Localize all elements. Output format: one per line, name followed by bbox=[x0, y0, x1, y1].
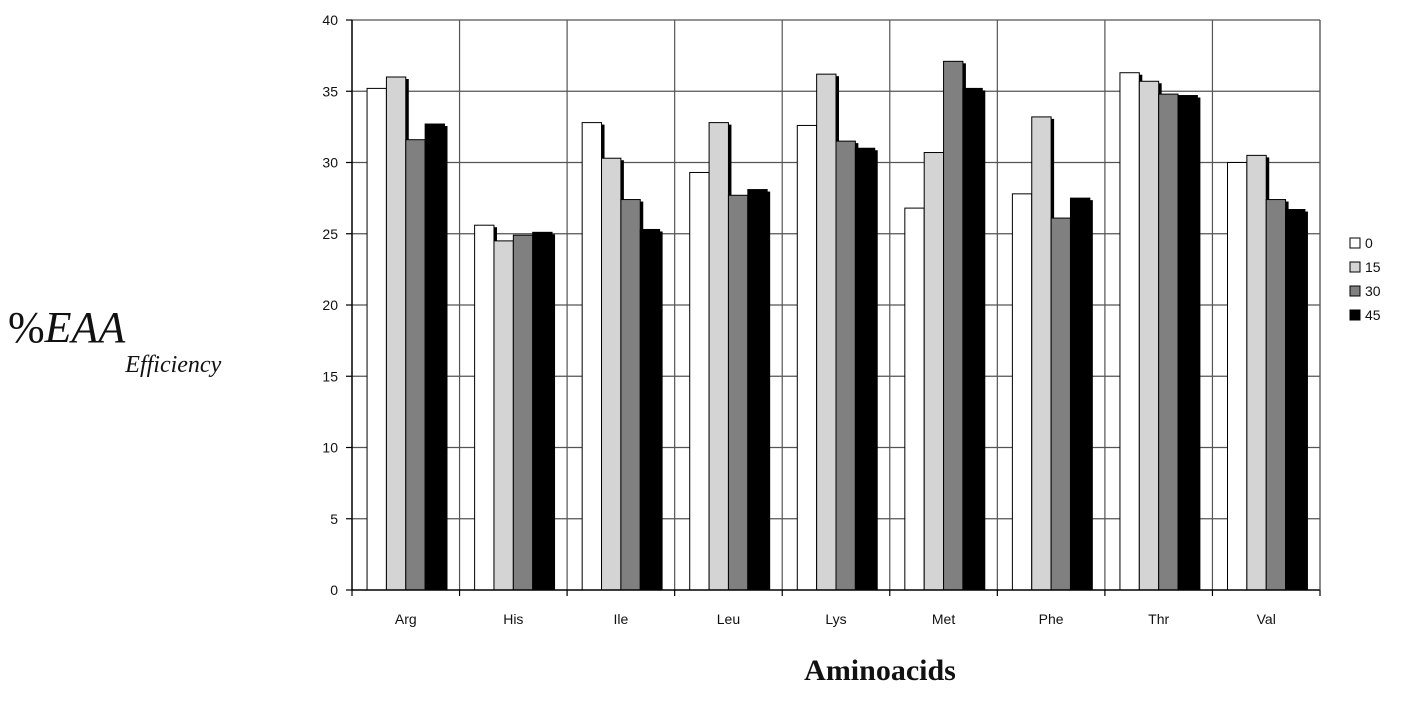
legend-label-45: 45 bbox=[1365, 307, 1381, 323]
x-tick-label-val: Val bbox=[1257, 611, 1276, 627]
legend-label-0: 0 bbox=[1365, 235, 1373, 251]
bar-thr-series-30 bbox=[1158, 93, 1179, 591]
x-tick-label-ile: Ile bbox=[613, 611, 628, 627]
x-tick-label-thr: Thr bbox=[1148, 611, 1169, 627]
x-tick-label-arg: Arg bbox=[395, 611, 417, 627]
bar-arg-series-45 bbox=[424, 123, 445, 591]
bar-val-series-15 bbox=[1246, 154, 1267, 591]
y-tick-label: 25 bbox=[322, 226, 338, 242]
x-tick-label-phe: Phe bbox=[1039, 611, 1064, 627]
y-tick-label: 30 bbox=[322, 155, 338, 171]
bar-phe-series-0 bbox=[1011, 193, 1033, 591]
bar-thr-series-15 bbox=[1138, 80, 1160, 591]
bar-val-series-0 bbox=[1227, 162, 1248, 591]
legend: 0 15 30 45 bbox=[1347, 230, 1395, 330]
y-tick-label: 15 bbox=[322, 368, 338, 384]
x-tick-label-his: His bbox=[503, 611, 523, 627]
y-axis-label-subscript: Efficiency bbox=[124, 352, 221, 378]
y-tick-label: 5 bbox=[330, 511, 338, 527]
bar-lys-series-15 bbox=[816, 73, 837, 591]
bar-his-series-30 bbox=[512, 234, 534, 591]
bar-thr-series-45 bbox=[1177, 95, 1198, 591]
bar-leu-series-0 bbox=[689, 171, 710, 591]
legend-label-30: 30 bbox=[1365, 283, 1381, 299]
y-axis-label-main: EAA bbox=[44, 303, 127, 352]
bar-ile-series-0 bbox=[581, 122, 603, 591]
bar-ile-series-30 bbox=[620, 199, 641, 591]
bar-arg-series-15 bbox=[385, 76, 407, 591]
legend-swatch-0 bbox=[1349, 237, 1361, 249]
y-tick-label: 40 bbox=[322, 12, 338, 28]
bar-met-series-0 bbox=[904, 207, 925, 591]
bar-met-series-15 bbox=[923, 152, 945, 591]
bars bbox=[366, 60, 1308, 591]
bar-arg-series-30 bbox=[405, 139, 426, 591]
bar-arg-series-0 bbox=[366, 87, 387, 591]
bar-met-series-30 bbox=[943, 60, 964, 591]
axes bbox=[346, 19, 1321, 596]
bar-leu-series-45 bbox=[747, 189, 768, 591]
y-tick-label: 35 bbox=[322, 83, 338, 99]
legend-label-15: 15 bbox=[1365, 259, 1381, 275]
y-tick-labels: 0 5 10 15 20 25 30 35 40 bbox=[322, 12, 338, 598]
bar-thr-series-0 bbox=[1119, 72, 1140, 591]
y-tick-label: 0 bbox=[330, 582, 338, 598]
bar-met-series-45 bbox=[962, 87, 983, 591]
bar-lys-series-30 bbox=[835, 140, 856, 591]
x-axis-label: Aminoacids bbox=[804, 654, 956, 687]
bar-ile-series-15 bbox=[601, 157, 622, 591]
y-tick-label: 20 bbox=[322, 297, 338, 313]
bar-phe-series-15 bbox=[1031, 116, 1052, 591]
legend-swatch-45 bbox=[1349, 309, 1361, 321]
y-tick-label: 10 bbox=[322, 440, 338, 456]
bar-lys-series-45 bbox=[854, 147, 876, 591]
y-axis-label-prefix: % bbox=[8, 303, 45, 352]
bar-val-series-30 bbox=[1265, 199, 1287, 591]
legend-swatch-30 bbox=[1349, 285, 1361, 297]
bar-leu-series-30 bbox=[727, 194, 749, 591]
x-tick-label-met: Met bbox=[932, 611, 955, 627]
y-axis-label: %EAAEfficiency bbox=[8, 303, 222, 378]
bar-phe-series-30 bbox=[1050, 217, 1071, 591]
x-tick-label-leu: Leu bbox=[717, 611, 740, 627]
x-tick-label-lys: Lys bbox=[825, 611, 846, 627]
bar-leu-series-15 bbox=[708, 122, 729, 591]
bar-lys-series-0 bbox=[796, 124, 818, 591]
bar-ile-series-45 bbox=[639, 228, 661, 591]
legend-swatch-15 bbox=[1349, 261, 1361, 273]
bar-his-series-45 bbox=[532, 231, 553, 591]
bar-phe-series-45 bbox=[1069, 197, 1091, 591]
x-tick-labels: Arg His Ile Leu Lys Met Phe Thr Val bbox=[395, 611, 1276, 627]
bar-val-series-45 bbox=[1285, 209, 1306, 591]
bar-his-series-0 bbox=[474, 224, 495, 591]
bar-his-series-15 bbox=[493, 240, 514, 591]
